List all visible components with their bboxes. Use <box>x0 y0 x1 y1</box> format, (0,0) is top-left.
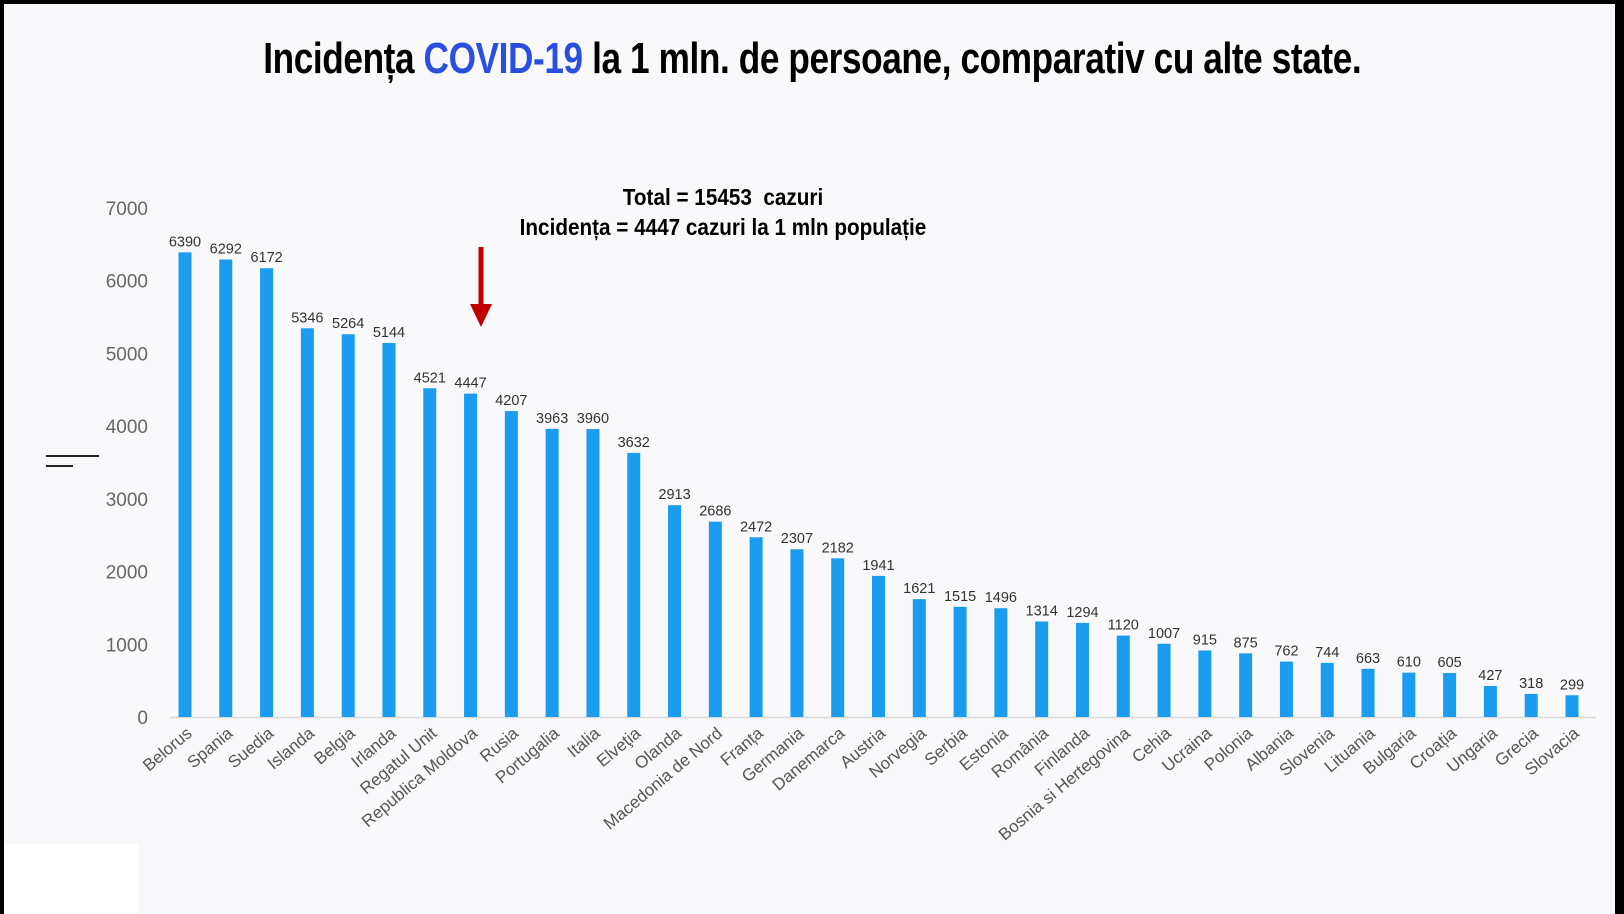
value-label: 744 <box>1315 645 1339 661</box>
bar <box>1565 695 1579 717</box>
bar <box>504 411 518 717</box>
arrow-down-icon <box>470 304 492 327</box>
value-label: 3960 <box>577 411 609 427</box>
bar <box>790 549 804 717</box>
bar <box>1116 635 1130 717</box>
y-tick-label: 3000 <box>106 490 148 511</box>
value-label: 610 <box>1397 655 1421 671</box>
bar <box>219 259 233 717</box>
y-tick-label: 2000 <box>106 563 148 584</box>
bar <box>668 505 682 717</box>
value-label: 605 <box>1438 655 1462 671</box>
value-label: 915 <box>1193 632 1217 648</box>
value-label: 2913 <box>658 487 690 503</box>
bar <box>545 428 559 717</box>
value-label: 875 <box>1234 635 1258 651</box>
bar <box>178 252 192 717</box>
bar <box>382 342 396 717</box>
value-label: 5346 <box>291 310 323 326</box>
value-label: 1941 <box>862 558 894 574</box>
y-tick-label: 6000 <box>106 272 148 293</box>
value-label: 2472 <box>740 519 772 535</box>
y-tick-label: 4000 <box>106 417 148 438</box>
bar <box>831 558 845 717</box>
value-label: 1515 <box>944 589 976 605</box>
bar <box>586 429 600 717</box>
annotation-total: Total = 15453 cazuri <box>622 184 824 210</box>
value-label: 1314 <box>1026 603 1058 619</box>
value-label: 4521 <box>414 370 446 386</box>
bar <box>912 599 926 717</box>
page-title: Incidența COVID-19 la 1 mln. de persoane… <box>0 34 1624 84</box>
bar <box>1075 622 1089 717</box>
value-label: 2307 <box>781 531 813 547</box>
value-label: 318 <box>1519 676 1543 692</box>
value-label: 2182 <box>822 540 854 556</box>
bar <box>1157 643 1171 717</box>
title-prefix: Incidența <box>262 34 424 83</box>
title-highlight: COVID-19 <box>423 34 583 83</box>
bar <box>1320 662 1334 717</box>
bar <box>1524 693 1538 717</box>
value-label: 427 <box>1478 668 1502 684</box>
value-label: 3632 <box>618 435 650 451</box>
value-label: 1621 <box>903 581 935 597</box>
y-tick-label: 1000 <box>106 635 148 656</box>
value-label: 2686 <box>699 504 731 520</box>
bar <box>464 393 478 717</box>
decorative-line <box>46 465 73 467</box>
value-label: 5264 <box>332 316 364 332</box>
value-label: 5144 <box>373 325 405 341</box>
bar <box>872 575 885 717</box>
bar <box>1035 621 1049 717</box>
value-label: 3963 <box>536 411 568 427</box>
value-label: 663 <box>1356 651 1380 667</box>
y-tick-label: 0 <box>137 708 148 729</box>
value-label: 762 <box>1274 644 1298 660</box>
bar <box>627 452 641 717</box>
bar <box>708 521 722 717</box>
annotation: Total = 15453 cazuri Incidența = 4447 ca… <box>423 182 1023 242</box>
bar <box>1198 650 1212 717</box>
bar <box>260 268 274 717</box>
title-suffix: la 1 mln. de persoane, comparativ cu alt… <box>582 34 1362 83</box>
bar <box>341 334 355 717</box>
bar <box>1402 672 1416 717</box>
value-label: 6292 <box>210 241 242 257</box>
bar <box>1361 668 1375 717</box>
decorative-line <box>46 455 99 457</box>
bar <box>1443 673 1457 717</box>
bar <box>423 388 437 717</box>
bar <box>994 608 1008 717</box>
value-label: 4207 <box>495 393 527 409</box>
bar <box>1483 685 1497 717</box>
category-label: Belorus <box>139 724 195 776</box>
bar <box>300 328 314 717</box>
bar <box>953 606 967 717</box>
value-label: 4447 <box>454 376 486 392</box>
value-label: 299 <box>1560 677 1584 693</box>
value-label: 1294 <box>1066 605 1098 621</box>
y-tick-label: 5000 <box>106 344 148 365</box>
value-label: 6390 <box>169 234 201 250</box>
y-tick-label: 7000 <box>106 199 148 220</box>
bar <box>749 537 763 717</box>
value-label: 6172 <box>250 250 282 266</box>
category-label: Spania <box>184 723 237 772</box>
value-label: 1120 <box>1108 618 1139 634</box>
category-label: Islanda <box>264 723 319 773</box>
bar <box>1239 653 1253 717</box>
value-label: 1007 <box>1148 626 1180 642</box>
blank-panel <box>4 844 138 914</box>
annotation-incidence: Incidența = 4447 cazuri la 1 mln populaț… <box>519 214 927 240</box>
value-label: 1496 <box>985 590 1017 606</box>
bar <box>1279 661 1293 717</box>
